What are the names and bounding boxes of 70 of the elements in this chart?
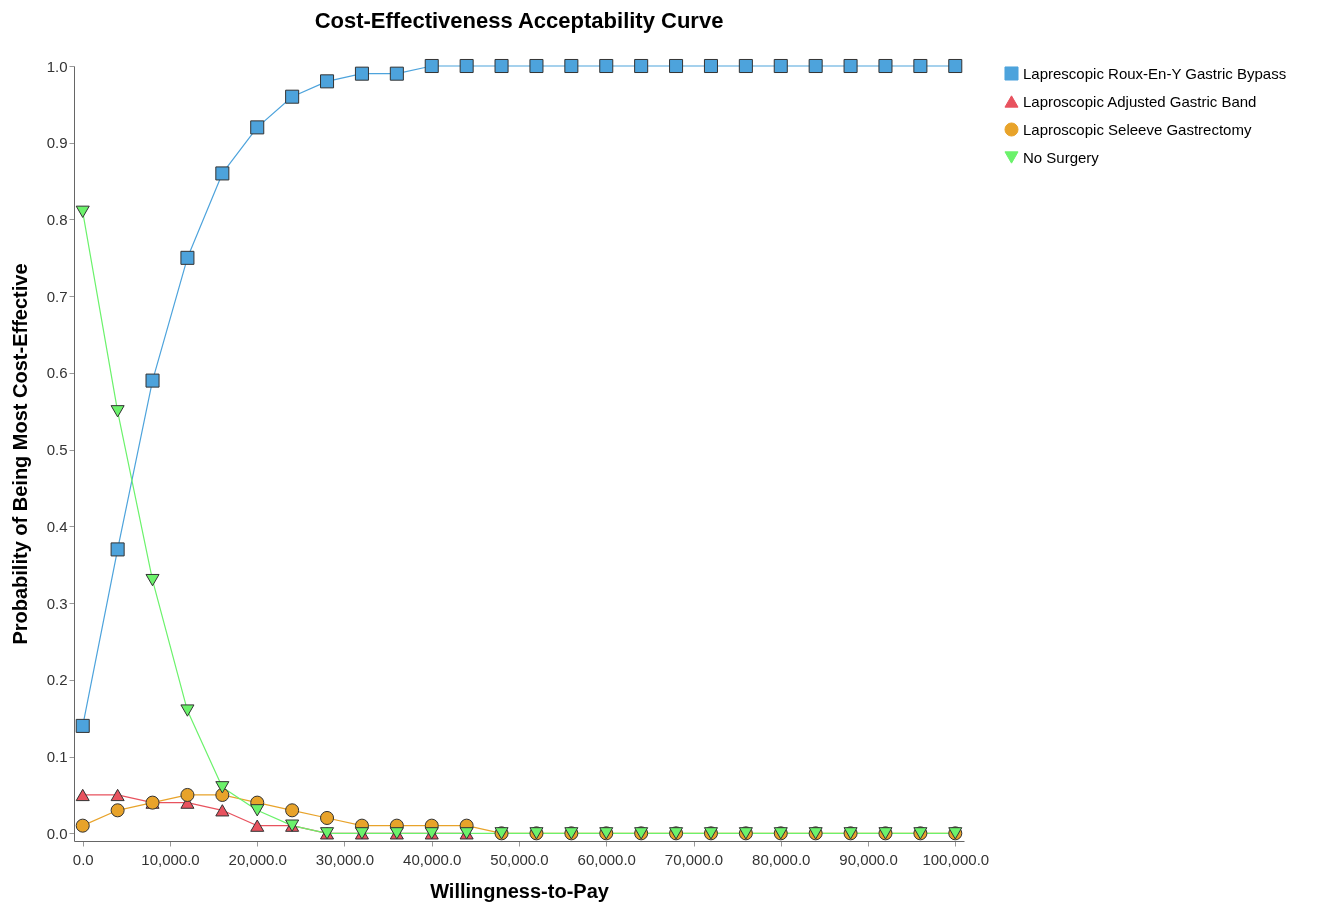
point xyxy=(424,58,439,74)
point xyxy=(215,781,230,794)
x-tick-label: 30,000.0 xyxy=(315,850,375,868)
y-tick-label: 0.0 xyxy=(46,824,68,842)
point xyxy=(75,205,90,218)
point xyxy=(250,120,265,135)
y-tick-label: 0.3 xyxy=(46,594,68,612)
x-tick-label: 40,000.0 xyxy=(403,850,462,868)
point xyxy=(180,787,195,802)
point xyxy=(285,803,300,818)
x-tick-label: 50,000.0 xyxy=(490,850,549,868)
y-tick-label: 0.1 xyxy=(46,748,68,766)
point xyxy=(913,58,928,74)
point xyxy=(564,58,579,74)
y-tick-label: 0.6 xyxy=(46,364,68,382)
point xyxy=(389,66,404,81)
y-tick-label: 1.0 xyxy=(46,57,68,75)
point xyxy=(145,373,160,388)
point xyxy=(180,250,195,265)
point xyxy=(145,573,160,587)
point xyxy=(215,166,230,181)
point xyxy=(250,804,265,817)
x-tick-label: 100,000.0 xyxy=(922,850,990,868)
legend-label: Laproscopic Adjusted Gastric Band xyxy=(1023,92,1257,110)
point xyxy=(669,58,684,74)
point xyxy=(180,704,195,717)
point xyxy=(843,58,858,74)
point xyxy=(703,58,718,74)
x-tick-label: 80,000.0 xyxy=(752,850,811,868)
legend-label: Laprescopic Roux-En-Y Gastric Bypass xyxy=(1023,64,1287,82)
x-tick-label: 70,000.0 xyxy=(664,850,724,868)
y-tick-label: 0.7 xyxy=(46,287,68,305)
legend-label: No Surgery xyxy=(1023,148,1100,166)
point xyxy=(250,819,265,832)
y-tick-label: 0.5 xyxy=(46,441,68,459)
point xyxy=(878,58,893,74)
point xyxy=(110,542,125,557)
point xyxy=(320,810,335,825)
point xyxy=(529,58,544,74)
x-tick-label: 20,000.0 xyxy=(228,850,287,868)
point xyxy=(459,58,474,74)
x-tick-label: 60,000.0 xyxy=(577,850,636,868)
x-axis-title: Willingness-to-Pay xyxy=(430,879,610,902)
x-tick-label: 90,000.0 xyxy=(839,850,898,868)
point xyxy=(110,803,125,818)
point xyxy=(320,74,335,89)
point xyxy=(110,788,125,802)
y-tick-label: 0.4 xyxy=(46,517,68,535)
point xyxy=(599,58,614,74)
point xyxy=(354,66,369,81)
y-tick-label: 0.8 xyxy=(46,210,68,228)
y-tick-label: 0.2 xyxy=(46,671,68,689)
point xyxy=(215,804,230,817)
y-axis-title: Probability of Being Most Cost-Effective xyxy=(8,263,31,645)
point xyxy=(738,58,753,74)
point xyxy=(773,58,788,74)
point xyxy=(494,58,509,74)
point xyxy=(948,58,963,74)
point xyxy=(75,718,90,733)
y-tick-label: 0.9 xyxy=(46,134,68,152)
point xyxy=(75,788,90,802)
point xyxy=(634,58,649,74)
point xyxy=(75,818,90,833)
x-tick-label: 10,000.0 xyxy=(141,850,200,868)
x-tick-label: 0.0 xyxy=(72,850,94,868)
point xyxy=(110,405,125,418)
point xyxy=(808,58,823,74)
chart-title: Cost-Effectiveness Acceptability Curve xyxy=(314,8,724,34)
point xyxy=(285,89,300,104)
legend-label: Laproscopic Seleeve Gastrectomy xyxy=(1023,120,1252,138)
